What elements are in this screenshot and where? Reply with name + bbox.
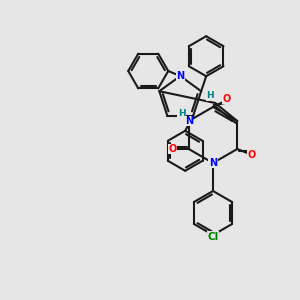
Text: H: H: [206, 92, 214, 100]
Text: N: N: [185, 116, 193, 126]
Text: O: O: [223, 94, 231, 104]
Text: N: N: [209, 158, 217, 168]
Text: Cl: Cl: [207, 232, 219, 242]
Text: O: O: [247, 150, 255, 160]
Text: N: N: [176, 71, 184, 81]
Text: O: O: [169, 144, 177, 154]
Text: H: H: [178, 109, 186, 118]
